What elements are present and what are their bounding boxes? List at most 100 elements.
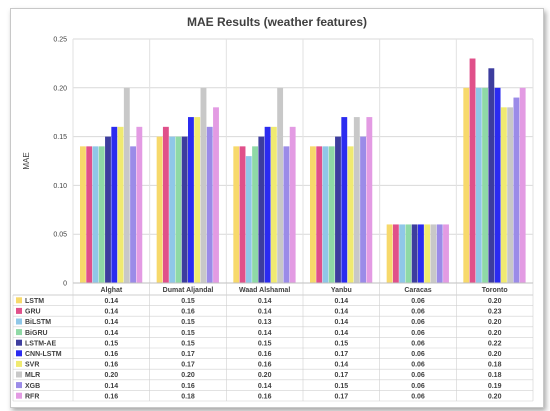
- bar: [156, 136, 163, 283]
- table-cell: 0.15: [105, 340, 119, 347]
- table-cell: 0.23: [488, 309, 502, 316]
- table-cell: 0.13: [258, 319, 272, 326]
- legend-label: LSTM: [25, 298, 44, 305]
- table-cell: 0.06: [411, 319, 425, 326]
- table-cell: 0.20: [181, 372, 195, 379]
- bar: [175, 136, 182, 283]
- table-cell: 0.15: [258, 340, 272, 347]
- table-cell: 0.20: [258, 372, 272, 379]
- legend-swatch: [16, 318, 22, 325]
- table-cell: 0.14: [105, 330, 119, 337]
- table-cell: 0.15: [335, 383, 349, 390]
- table-cell: 0.06: [411, 362, 425, 369]
- table-cell: 0.15: [181, 298, 195, 305]
- legend-swatch: [16, 382, 22, 389]
- bar: [475, 87, 482, 283]
- legend-swatch: [16, 371, 22, 378]
- table-cell: 0.14: [105, 383, 119, 390]
- bar: [310, 146, 316, 283]
- legend-swatch: [16, 307, 22, 314]
- bar: [418, 224, 424, 283]
- bar: [347, 146, 354, 283]
- table-cell: 0.14: [335, 298, 349, 305]
- bar: [283, 146, 290, 283]
- bar: [80, 146, 86, 283]
- table-cell: 0.22: [488, 340, 502, 347]
- bar: [92, 146, 99, 283]
- x-category-label: Yanbu: [331, 287, 352, 294]
- legend-swatch: [16, 350, 22, 357]
- bar: [392, 224, 399, 283]
- table-cell: 0.06: [411, 330, 425, 337]
- x-category-label: Caracas: [404, 287, 431, 294]
- legend-swatch: [16, 297, 22, 304]
- table-cell: 0.18: [488, 362, 502, 369]
- table-cell: 0.06: [411, 340, 425, 347]
- legend-label: MLR: [25, 372, 40, 379]
- bar: [86, 146, 93, 283]
- bar: [443, 224, 449, 283]
- table-cell: 0.20: [105, 372, 119, 379]
- bar: [436, 224, 443, 283]
- table-cell: 0.14: [258, 383, 272, 390]
- bar: [463, 87, 470, 283]
- table-cell: 0.16: [105, 393, 119, 400]
- bar: [411, 224, 418, 283]
- bar: [136, 126, 143, 283]
- bar: [482, 87, 488, 283]
- bar: [405, 224, 412, 283]
- bar: [213, 107, 219, 283]
- y-tick-label: 0.15: [53, 134, 67, 141]
- table-cell: 0.20: [488, 298, 502, 305]
- legend-label: LSTM-AE: [25, 340, 56, 347]
- table-cell: 0.14: [105, 298, 119, 305]
- table-cell: 0.19: [488, 383, 502, 390]
- legend-label: CNN-LSTM: [25, 351, 62, 358]
- table-cell: 0.14: [105, 319, 119, 326]
- table-cell: 0.06: [411, 298, 425, 305]
- bar: [181, 136, 188, 283]
- table-cell: 0.16: [258, 351, 272, 358]
- bar: [239, 146, 246, 283]
- legend-label: SVR: [25, 362, 39, 369]
- table-cell: 0.14: [258, 330, 272, 337]
- bar: [289, 126, 296, 283]
- table-cell: 0.20: [488, 330, 502, 337]
- bar: [111, 126, 118, 283]
- table-cell: 0.17: [335, 372, 349, 379]
- bar: [123, 87, 130, 283]
- bar: [277, 87, 284, 283]
- table-cell: 0.16: [181, 383, 195, 390]
- bar: [264, 126, 271, 283]
- bar: [233, 146, 240, 283]
- table-cell: 0.06: [411, 309, 425, 316]
- table-cell: 0.16: [258, 393, 272, 400]
- bar: [322, 146, 329, 283]
- bar: [200, 87, 207, 283]
- bar: [98, 146, 105, 283]
- bar: [194, 117, 201, 283]
- table-cell: 0.20: [488, 319, 502, 326]
- bar: [494, 87, 501, 283]
- bar: [500, 107, 507, 283]
- y-tick-label: 0.25: [53, 37, 67, 44]
- table-cell: 0.16: [105, 362, 119, 369]
- table-cell: 0.16: [181, 309, 195, 316]
- table-cell: 0.14: [105, 309, 119, 316]
- table-cell: 0.06: [411, 383, 425, 390]
- bar: [507, 107, 514, 283]
- table-cell: 0.14: [258, 309, 272, 316]
- bar: [162, 126, 169, 283]
- table-cell: 0.06: [411, 351, 425, 358]
- table-cell: 0.18: [181, 393, 195, 400]
- mae-bar-chart: 0 0.05 0.10 0.15 0.20 0.25 MAE Alghat Dumat Alja…: [12, 37, 534, 402]
- legend-label: BiGRU: [25, 330, 48, 337]
- table-cell: 0.06: [411, 372, 425, 379]
- table-cell: 0.14: [335, 330, 349, 337]
- y-tick-label: 0.10: [53, 183, 67, 190]
- y-tick-label: 0.05: [53, 232, 67, 239]
- x-category-label: Toronto: [482, 287, 508, 294]
- bar: [386, 224, 393, 283]
- table-cell: 0.20: [488, 393, 502, 400]
- chart-frame: MAE Results (weather features) 0 0.05 0.10…: [10, 8, 544, 408]
